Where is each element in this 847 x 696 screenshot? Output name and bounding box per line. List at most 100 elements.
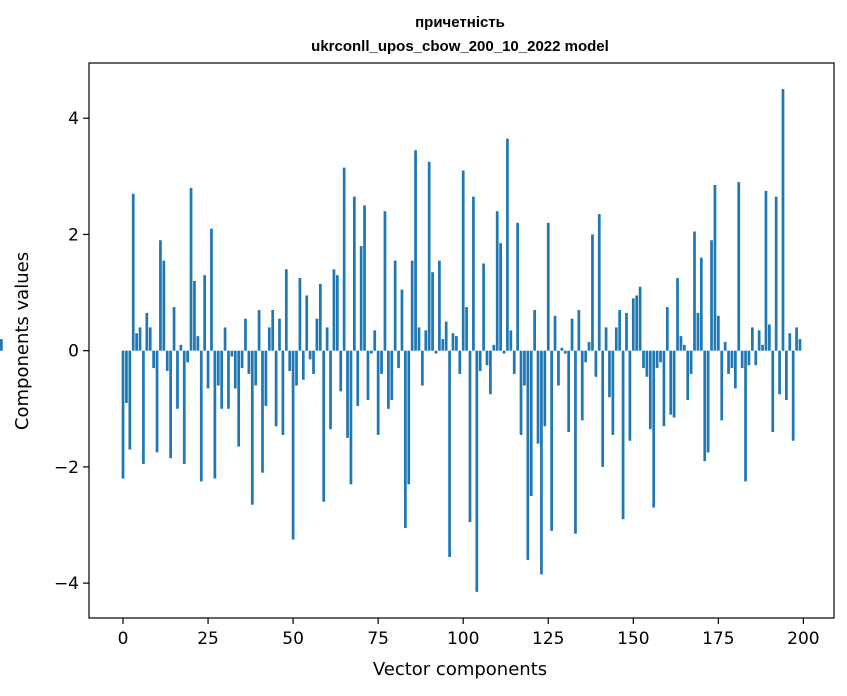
bar [618,309,622,351]
bar [587,341,591,351]
bar [778,350,781,395]
bar [563,350,567,354]
bar [441,339,445,351]
bar [448,350,451,557]
y-tick-label: 0 [68,342,79,362]
bar [723,341,727,351]
bar [478,350,482,372]
bar [635,295,639,351]
x-tick-label: 0 [118,629,129,649]
y-axis-label: Components values [12,252,33,430]
bar [768,324,771,351]
bar [706,350,710,453]
bar [359,246,363,351]
bar [308,350,312,360]
bar [710,240,713,351]
chart-subtitle: ukrconll_upos_cbow_200_10_2022 model [311,38,609,55]
bar [648,350,652,430]
bar [485,350,489,366]
bar [318,283,322,351]
bar [172,307,176,351]
x-tick-label: 50 [282,629,304,649]
x-tick-label: 100 [447,629,479,649]
bar [693,231,696,351]
bar [414,150,417,351]
bar [550,350,554,531]
bar [628,350,632,441]
bar [295,350,298,386]
bar [468,350,472,523]
bar [682,344,686,351]
bar [543,350,547,427]
bar [261,350,264,473]
bar [625,312,628,351]
bar [699,257,703,351]
bar [621,350,625,520]
x-tick-label: 175 [702,629,734,649]
bar [346,350,349,438]
bar [182,350,186,464]
bar [227,350,230,409]
bar [686,350,690,401]
bar [495,211,499,351]
bar [553,315,557,351]
bar [519,350,523,435]
bar [516,222,519,351]
bar [781,89,785,351]
bar [125,350,128,403]
bar [703,350,707,462]
bar [193,280,196,351]
bar [216,350,220,386]
bar [461,170,465,351]
bar [335,275,339,351]
bar [720,350,724,421]
plot-frame [88,62,835,619]
y-tick-label: 4 [68,109,79,129]
bar [509,330,513,351]
bar [237,350,241,447]
bar [349,350,353,485]
bar [645,350,649,377]
bar [128,350,132,450]
bar [424,330,428,351]
bar [363,205,366,351]
bar [465,307,468,351]
bar [162,260,166,351]
bar [284,269,288,351]
bar [594,350,598,377]
bar [322,350,326,502]
bar [655,350,659,369]
bar [567,350,571,433]
bar [669,350,673,415]
bar [223,327,227,351]
bar [727,350,730,374]
bar [159,240,162,351]
bar [233,350,237,389]
bar [771,350,775,433]
bar [387,350,390,409]
bar [540,350,543,575]
bar [267,327,271,351]
bar [591,234,594,351]
x-tick-label: 125 [532,629,564,649]
bar [264,350,268,406]
bar [291,350,295,540]
bar [152,350,155,369]
bar [597,214,601,351]
bar [230,350,234,357]
bar [199,350,203,482]
bar [652,350,656,508]
x-axis-ticks: 0 25 50 75 100 125 150 175 200 [118,618,820,649]
bar [533,309,536,351]
bar [774,196,778,351]
bar [145,312,149,351]
bar [614,327,618,351]
bar [417,327,421,351]
bar [220,350,224,409]
bar [131,193,135,351]
y-tick-label: 2 [68,225,79,245]
y-axis-ticks: −4 −2 0 2 4 [54,109,89,594]
bar [138,327,142,351]
bar [716,315,720,351]
